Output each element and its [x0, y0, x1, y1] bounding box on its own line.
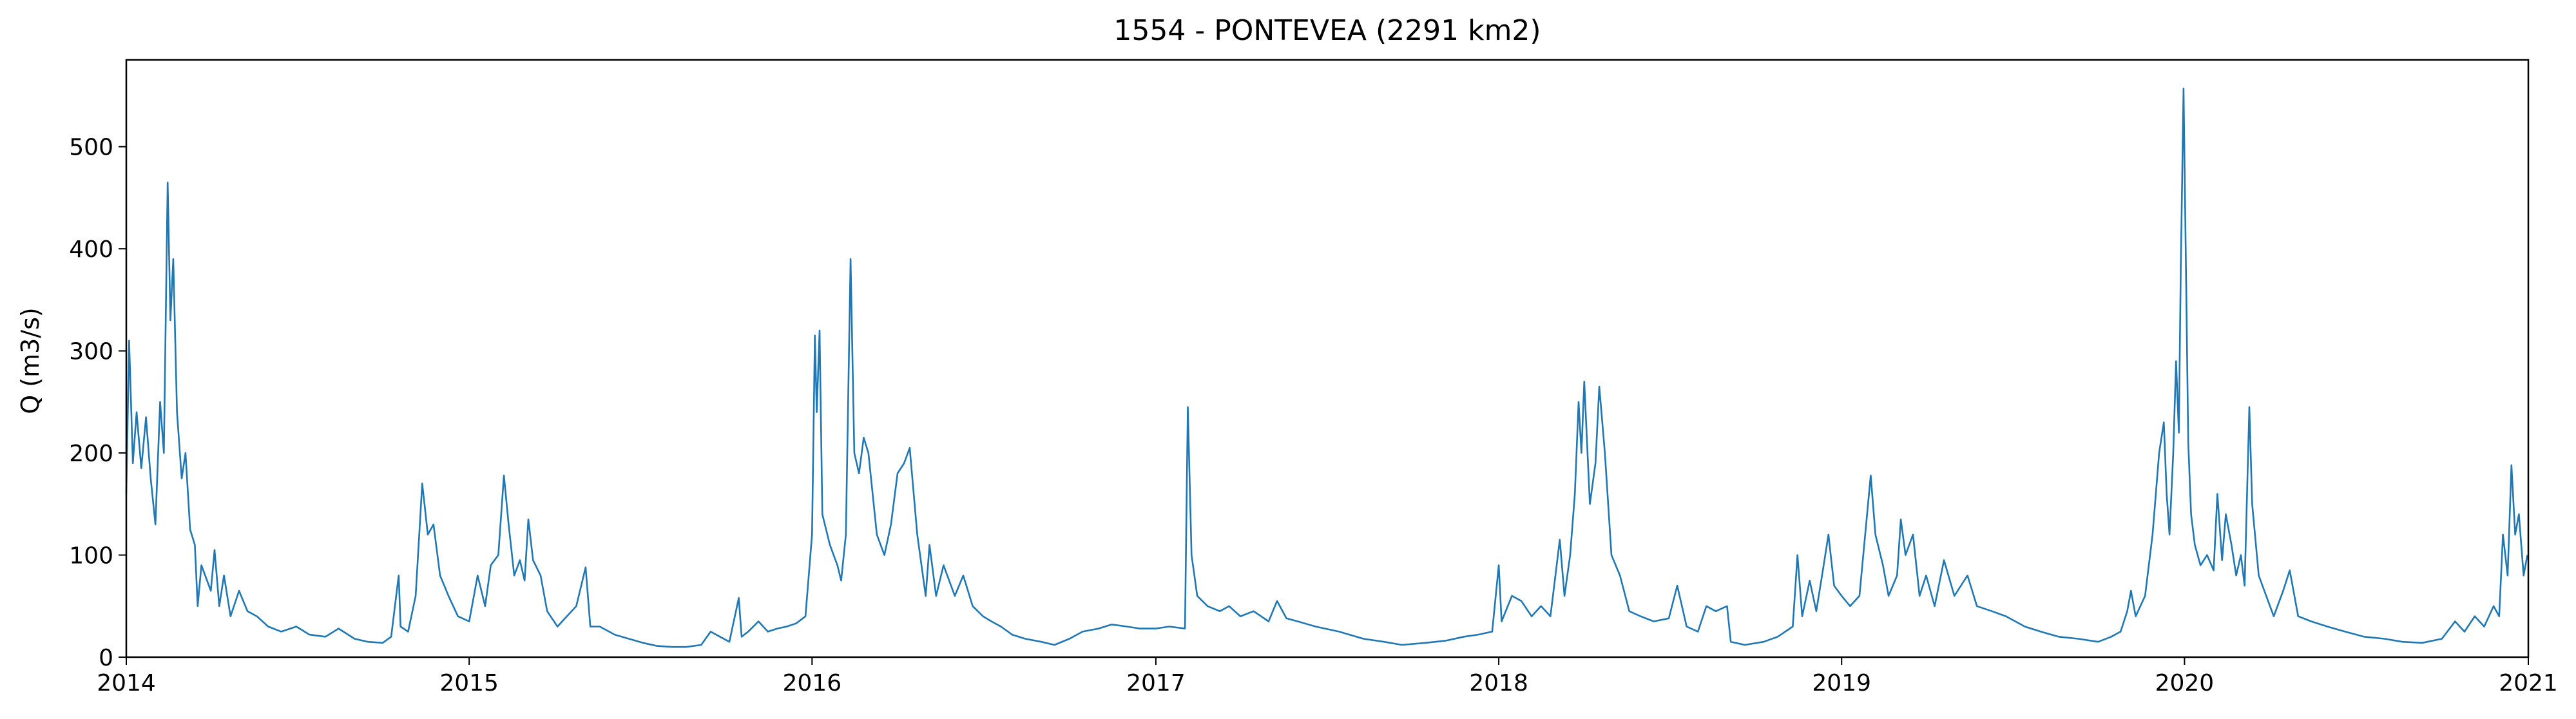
- y-tick-label: 300: [69, 339, 113, 365]
- x-tick-label: 2017: [1126, 670, 1186, 696]
- y-tick-label: 400: [69, 236, 113, 263]
- x-tick-label: 2021: [2499, 670, 2558, 696]
- chart-title: 1554 - PONTEVEA (2291 km2): [1113, 14, 1541, 47]
- x-tick-label: 2015: [439, 670, 499, 696]
- y-tick-label: 0: [99, 645, 113, 671]
- y-axis-label: Q (m3/s): [16, 307, 44, 414]
- axis-ticks: 2014 2015 2016 2017 2018 2019 2020 2021 0 100 200 3…: [69, 135, 2558, 696]
- x-tick-label: 2014: [97, 670, 156, 696]
- plot-frame: [125, 59, 2530, 658]
- series-line: [125, 88, 2528, 648]
- x-tick-label: 2020: [2155, 670, 2215, 696]
- y-tick-label: 200: [69, 441, 113, 467]
- y-tick-label: 500: [69, 135, 113, 161]
- x-tick-label: 2019: [1812, 670, 1871, 696]
- x-tick-label: 2018: [1469, 670, 1528, 696]
- x-tick-label: 2016: [782, 670, 841, 696]
- y-tick-label: 100: [69, 543, 113, 570]
